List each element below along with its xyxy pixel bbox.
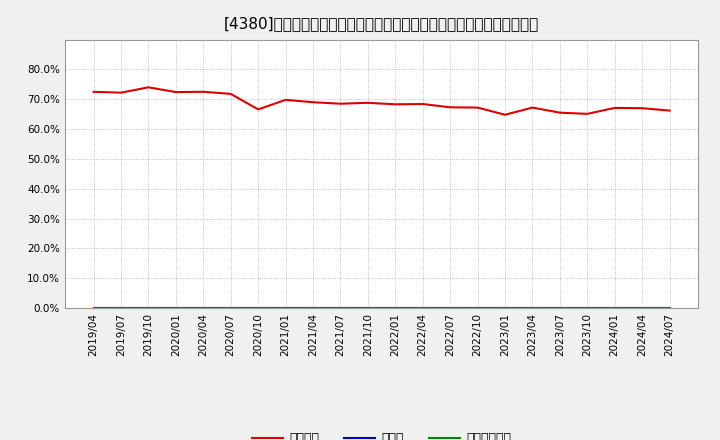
のれん [309, 305, 318, 311]
繰延税金資産 [473, 305, 482, 311]
自己資本 [500, 112, 509, 117]
のれん [226, 305, 235, 311]
自己資本 [665, 108, 674, 113]
繰延税金資産 [226, 305, 235, 311]
繰延税金資産 [611, 305, 619, 311]
のれん [89, 305, 98, 311]
繰延税金資産 [665, 305, 674, 311]
自己資本 [226, 91, 235, 96]
自己資本 [89, 89, 98, 95]
繰延税金資産 [282, 305, 290, 311]
のれん [144, 305, 153, 311]
繰延税金資産 [418, 305, 427, 311]
自己資本 [611, 105, 619, 110]
自己資本 [583, 111, 592, 117]
自己資本 [117, 90, 125, 95]
繰延税金資産 [638, 305, 647, 311]
のれん [171, 305, 180, 311]
のれん [254, 305, 263, 311]
自己資本 [309, 99, 318, 105]
繰延税金資産 [364, 305, 372, 311]
Legend: 自己資本, のれん, 繰延税金資産: 自己資本, のれん, 繰延税金資産 [246, 427, 517, 440]
繰延税金資産 [528, 305, 537, 311]
自己資本 [364, 100, 372, 106]
自己資本 [638, 106, 647, 111]
自己資本 [391, 102, 400, 107]
繰延税金資産 [309, 305, 318, 311]
のれん [473, 305, 482, 311]
繰延税金資産 [89, 305, 98, 311]
繰延税金資産 [171, 305, 180, 311]
のれん [500, 305, 509, 311]
のれん [364, 305, 372, 311]
繰延税金資産 [583, 305, 592, 311]
自己資本 [144, 84, 153, 90]
Line: 自己資本: 自己資本 [94, 87, 670, 115]
のれん [556, 305, 564, 311]
のれん [611, 305, 619, 311]
自己資本 [199, 89, 207, 95]
自己資本 [418, 101, 427, 106]
繰延税金資産 [446, 305, 454, 311]
のれん [528, 305, 537, 311]
Title: [4380]　自己資本、のれん、繰延税金資産の総資産に対する比率の推移: [4380] 自己資本、のれん、繰延税金資産の総資産に対する比率の推移 [224, 16, 539, 32]
繰延税金資産 [117, 305, 125, 311]
自己資本 [171, 89, 180, 95]
自己資本 [556, 110, 564, 115]
繰延税金資産 [254, 305, 263, 311]
のれん [638, 305, 647, 311]
繰延税金資産 [199, 305, 207, 311]
のれん [446, 305, 454, 311]
のれん [117, 305, 125, 311]
繰延税金資産 [391, 305, 400, 311]
のれん [391, 305, 400, 311]
のれん [665, 305, 674, 311]
のれん [418, 305, 427, 311]
自己資本 [473, 105, 482, 110]
自己資本 [336, 101, 345, 106]
のれん [199, 305, 207, 311]
のれん [336, 305, 345, 311]
自己資本 [254, 107, 263, 112]
自己資本 [282, 97, 290, 103]
繰延税金資産 [144, 305, 153, 311]
繰延税金資産 [336, 305, 345, 311]
繰延税金資産 [556, 305, 564, 311]
のれん [583, 305, 592, 311]
繰延税金資産 [500, 305, 509, 311]
のれん [282, 305, 290, 311]
自己資本 [446, 105, 454, 110]
自己資本 [528, 105, 537, 110]
